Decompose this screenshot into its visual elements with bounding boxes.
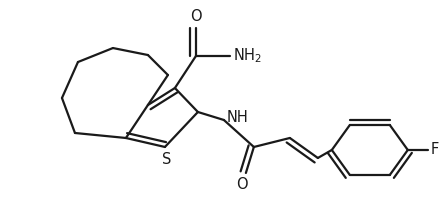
Text: F: F (431, 143, 439, 157)
Text: O: O (236, 177, 248, 192)
Text: NH$_2$: NH$_2$ (233, 47, 262, 65)
Text: S: S (162, 152, 172, 167)
Text: O: O (190, 9, 202, 24)
Text: NH: NH (227, 111, 249, 126)
